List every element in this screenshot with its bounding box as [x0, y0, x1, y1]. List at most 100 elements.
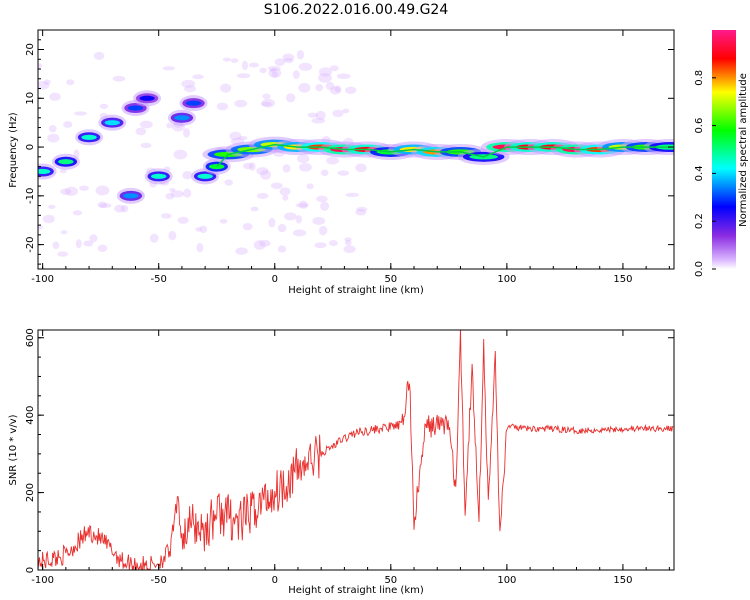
spectrogram-noise-blob	[320, 169, 329, 176]
snr-x-tick-label: 150	[613, 575, 632, 586]
spectrogram-noise-blob	[57, 251, 69, 257]
spectrogram-y-tick-label: 20	[25, 43, 36, 56]
spectrogram-core	[185, 100, 202, 106]
spectrogram-noise-blob	[60, 230, 68, 235]
spectrogram-noise-blob	[97, 244, 108, 252]
figure-title: S106.2022.016.00.49.G24	[264, 2, 449, 18]
spectrogram-noise-blob	[283, 58, 294, 64]
spectrogram-y-ticks: -20 -10 0 10 20	[25, 29, 674, 265]
spectrogram-noise-blob	[285, 93, 296, 103]
spectrogram-noise-blob	[89, 234, 98, 243]
spectrogram-noise-blob	[307, 112, 319, 118]
spectrogram-noise-blob	[356, 206, 368, 212]
spectrogram-noise-blob	[162, 66, 175, 71]
spectrogram-x-tick-label: 0	[272, 274, 278, 285]
spectrogram-noise-blob	[93, 51, 105, 60]
spectrogram-noise-blob	[344, 240, 352, 246]
spectrogram-noise-blob	[329, 65, 339, 72]
spectrogram-noise-blob	[139, 120, 153, 129]
colorbar-label: Normalized spectral amplitude	[738, 73, 749, 227]
spectrogram-noise-blob	[334, 85, 342, 93]
spectrogram-noise-blob	[318, 225, 328, 236]
spectrogram-noise-blob	[73, 111, 88, 116]
spectrogram-noise-blob	[219, 218, 228, 224]
spectrogram-noise-blob	[135, 127, 147, 136]
spectrogram-y-tick-label: 10	[25, 92, 36, 105]
spectrogram-noise-blob	[336, 73, 351, 80]
spectrogram-x-tick-label: 150	[613, 274, 632, 285]
spectrogram-noise-blob	[260, 169, 272, 180]
colorbar: 0.0 0.2 0.4 0.6 0.8 Normalized spectral ampl…	[694, 30, 749, 277]
spectrogram-noise-blob	[149, 233, 159, 243]
spectrogram-y-label: Frequency (Hz)	[8, 112, 19, 188]
spectrogram-noise-blob	[253, 240, 266, 250]
spectrogram-noise-blob	[296, 154, 310, 164]
spectrogram-noise-blob	[120, 205, 129, 213]
colorbar-tick-label: 0.6	[694, 118, 705, 134]
spectrogram-core	[127, 105, 144, 111]
spectrogram-x-tick-label: -50	[151, 274, 167, 285]
spectrogram-noise-blob	[328, 240, 338, 247]
spectrogram-noise-blob	[65, 186, 78, 197]
spectrogram-core	[123, 193, 139, 199]
spectrogram-noise-blob	[282, 53, 295, 62]
spectrogram-noise-blob	[248, 62, 259, 68]
spectrogram-noise-blob	[298, 200, 308, 209]
spectrogram-noise-blob	[140, 142, 152, 149]
snr-series-line	[38, 330, 674, 570]
spectrogram-noise-blob	[42, 214, 55, 224]
spectrogram-core	[38, 168, 51, 175]
colorbar-gradient	[712, 30, 736, 269]
spectrogram-marks	[38, 49, 674, 257]
spectrogram-noise-blob	[345, 192, 360, 197]
spectrogram-core	[104, 120, 120, 126]
spectrogram-noise-blob	[260, 101, 272, 107]
spectrogram-core	[151, 173, 167, 179]
spectrogram-noise-blob	[282, 195, 289, 201]
spectrogram-x-label: Height of straight line (km)	[288, 285, 424, 296]
spectrogram-noise-blob	[79, 185, 89, 191]
spectrogram-noise-blob	[329, 86, 342, 95]
spectrogram-noise-blob	[43, 79, 51, 85]
spectrogram-noise-blob	[355, 208, 367, 216]
spectrogram-x-tick-label: 100	[497, 274, 516, 285]
spectrogram-noise-blob	[249, 162, 256, 171]
snr-x-tick-label: -50	[151, 575, 167, 586]
snr-x-ticks: -100 -50 0 50 100 150	[31, 330, 670, 586]
spectrogram-noise-blob	[316, 195, 328, 203]
spectrogram-noise-blob	[343, 245, 356, 254]
spectrogram-noise-blob	[284, 212, 297, 221]
spectrogram-noise-blob	[270, 67, 277, 73]
spectrogram-noise-blob	[170, 190, 184, 198]
spectrogram-noise-blob	[332, 109, 344, 118]
spectrogram-noise-blob	[216, 102, 229, 111]
snr-frame	[37, 329, 675, 571]
spectrogram-noise-blob	[256, 192, 269, 199]
spectrogram-noise-blob	[95, 185, 110, 196]
spectrogram-noise-blob	[282, 164, 291, 173]
snr-x-tick-label: 0	[272, 575, 278, 586]
snr-y-ticks: 0 200 400 600	[25, 328, 674, 573]
spectrogram-noise-blob	[256, 167, 269, 176]
spectrogram-noise-blob	[259, 239, 271, 247]
snr-y-tick-label: 200	[25, 483, 36, 502]
spectrogram-noise-blob	[49, 92, 61, 101]
colorbar-tick-label: 0.2	[694, 213, 705, 229]
snr-x-tick-label: 50	[384, 575, 397, 586]
spectrogram-noise-blob	[241, 60, 249, 71]
spectrogram-noise-blob	[48, 204, 56, 209]
snr-x-tick-label: -100	[31, 575, 54, 586]
spectrogram-noise-blob	[192, 74, 204, 80]
spectrogram-noise-blob	[183, 188, 192, 198]
spectrogram-noise-blob	[292, 70, 300, 80]
spectrogram-noise-blob	[277, 223, 287, 233]
spectrogram-noise-blob	[270, 182, 283, 190]
colorbar-tick-label: 0.8	[694, 70, 705, 86]
snr-x-tick-label: 100	[497, 575, 516, 586]
spectrogram-noise-blob	[318, 73, 332, 83]
spectrogram-noise-blob	[312, 217, 326, 225]
spectrogram-noise-blob	[296, 49, 305, 60]
spectrogram-noise-blob	[236, 73, 251, 79]
spectrogram-y-tick-label: 0	[25, 144, 36, 150]
spectrogram-noise-blob	[184, 85, 196, 93]
